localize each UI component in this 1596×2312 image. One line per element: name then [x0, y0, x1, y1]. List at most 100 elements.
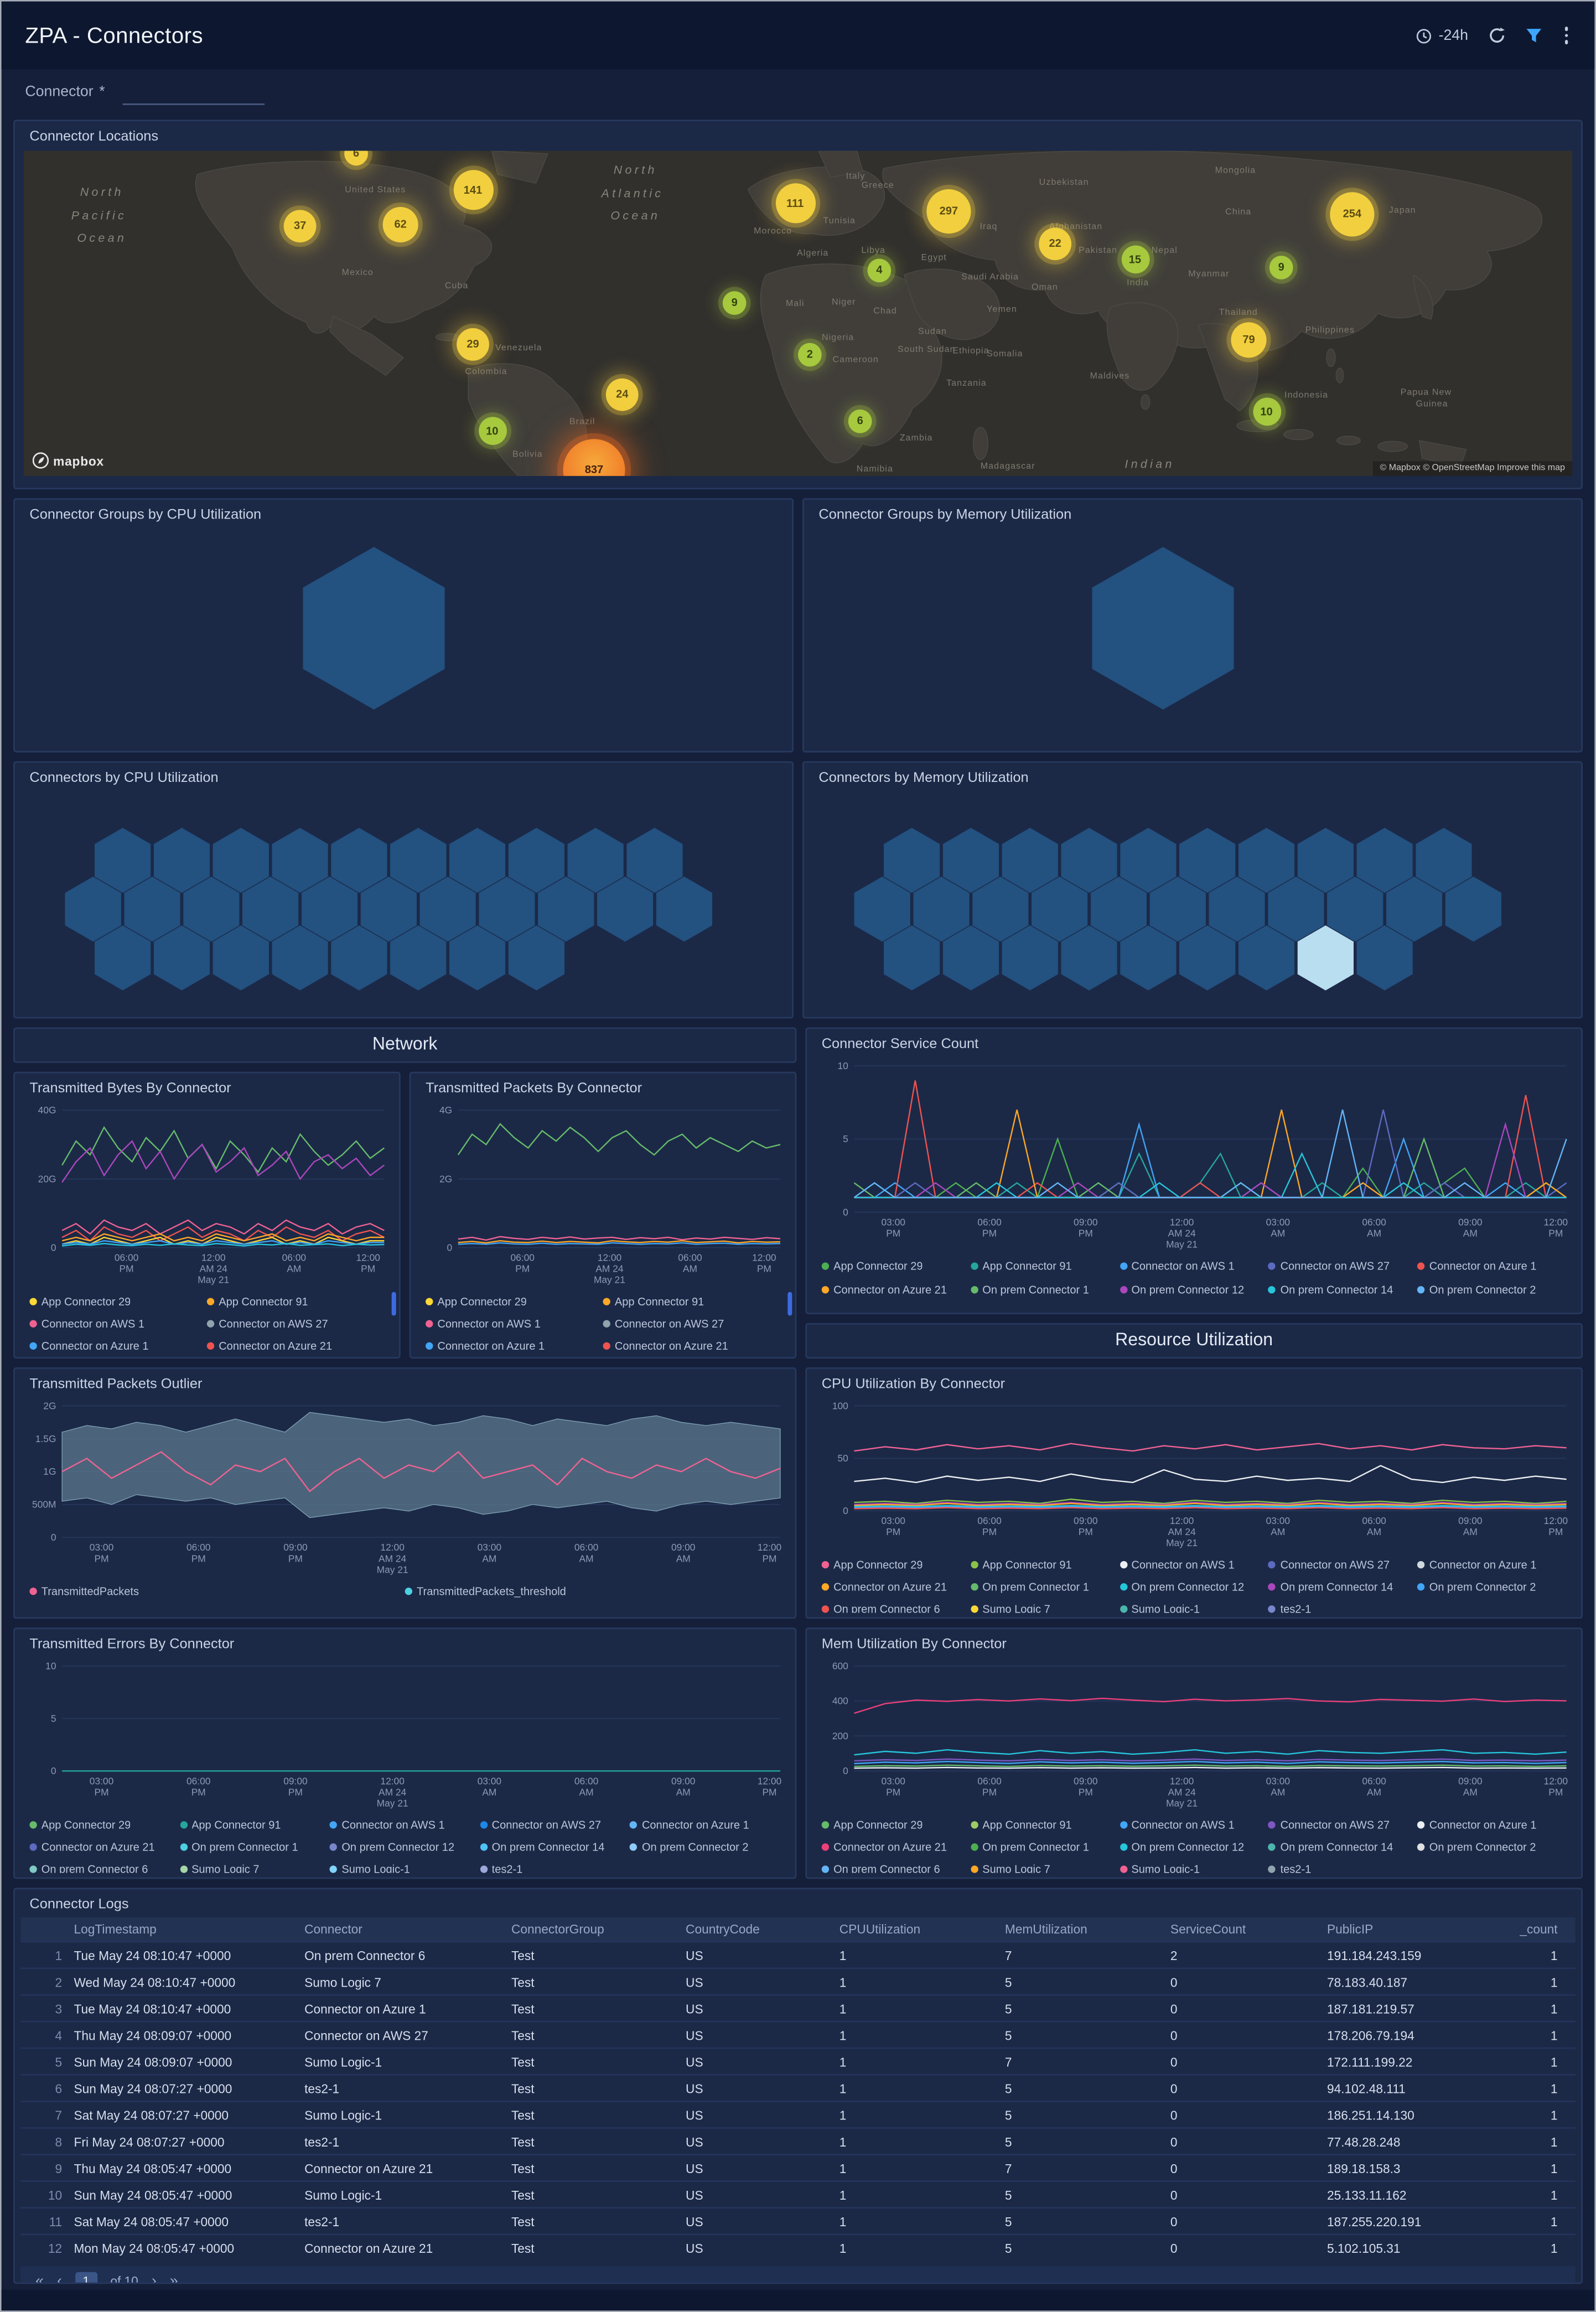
legend-item[interactable]: App Connector 91 — [603, 1290, 780, 1313]
column-header[interactable]: PublicIP — [1326, 1921, 1374, 1937]
table-row[interactable]: 10 Sun May 24 08:05:47 +0000 Sumo Logic-1 T… — [20, 2180, 1576, 2207]
map-cluster[interactable]: 24 — [605, 378, 639, 411]
legend-item[interactable]: Sumo Logic 7 — [970, 1858, 1120, 1873]
legend-item[interactable]: On prem Connector 2 — [1417, 1836, 1566, 1858]
map-cluster[interactable]: 6 — [848, 409, 872, 433]
legend-item[interactable]: tes2-1 — [1268, 1858, 1417, 1873]
legend-item[interactable]: tes2-1 — [1268, 1598, 1417, 1613]
legend-item[interactable]: Connector on Azure 1 — [29, 1335, 206, 1352]
map-cluster[interactable]: 79 — [1231, 322, 1267, 358]
map-cluster[interactable]: 297 — [926, 189, 971, 234]
legend-item[interactable]: Sumo Logic-1 — [1120, 1598, 1268, 1613]
legend-item[interactable]: Connector on AWS 27 — [1268, 1554, 1417, 1576]
legend-item[interactable]: App Connector 29 — [821, 1554, 971, 1576]
legend-item[interactable]: On prem Connector 6 — [821, 1858, 971, 1873]
legend-item[interactable]: Connector on AWS 27 — [603, 1313, 780, 1335]
hexbin-cell[interactable] — [1326, 877, 1383, 942]
map-cluster[interactable]: 837 — [563, 439, 625, 476]
legend-item[interactable]: Connector on Azure 21 — [821, 1836, 971, 1858]
chart-mem-utilization[interactable]: 0 200 400 600 03:00 PM 06:00 PM 09:00 PM 12:00 AM 2… — [807, 1654, 1581, 1811]
map-cluster[interactable]: 37 — [283, 210, 317, 243]
current-page[interactable]: 1 — [75, 2271, 97, 2283]
legend-item[interactable]: Connector on Azure 21 — [821, 1576, 971, 1598]
map-cluster[interactable]: 111 — [775, 182, 815, 223]
table-row[interactable]: 7 Sat May 24 08:07:27 +0000 Sumo Logic-1 Te… — [20, 2100, 1576, 2127]
chart-transmitted-errors[interactable]: 0 5 10 03:00 PM 06:00 PM 09:00 PM 12:00 AM 24 May 2… — [15, 1654, 795, 1811]
legend-item[interactable]: On prem Connector 12 — [329, 1836, 480, 1858]
legend-item[interactable]: App Connector 91 — [970, 1814, 1120, 1836]
column-header[interactable]: ServiceCount — [1170, 1921, 1246, 1937]
legend-item[interactable]: Sumo Logic-1 — [1120, 1858, 1268, 1873]
legend-item[interactable]: Connector on Azure 21 — [821, 1279, 971, 1301]
legend-item[interactable]: tes2-1 — [480, 1858, 630, 1873]
table-row[interactable]: 6 Sun May 24 08:07:27 +0000 tes2-1 Test US 1 5… — [20, 2073, 1576, 2101]
legend-item[interactable]: App Connector 91 — [206, 1290, 384, 1313]
legend-item[interactable]: TransmittedPackets — [29, 1580, 405, 1603]
mapbox-logo[interactable]: mapbox — [32, 452, 104, 469]
legend-scrollbar[interactable] — [787, 1292, 792, 1316]
next-page-button[interactable]: › — [151, 2273, 157, 2284]
legend-item[interactable]: On prem Connector 1 — [970, 1836, 1120, 1858]
kebab-menu-icon[interactable] — [1561, 24, 1571, 46]
legend-item[interactable]: Connector on AWS 27 — [480, 1814, 630, 1836]
legend-item[interactable]: App Connector 29 — [426, 1290, 603, 1313]
column-header[interactable]: ConnectorGroup — [511, 1921, 604, 1937]
column-header[interactable]: CPUUtilization — [839, 1921, 921, 1937]
hexbin-cell[interactable] — [1002, 925, 1058, 991]
map-attribution[interactable]: © Mapbox © OpenStreetMap Improve this ma… — [1372, 461, 1573, 476]
connector-filter-input[interactable] — [122, 79, 265, 105]
legend-item[interactable]: Connector on Azure 1 — [1417, 1255, 1566, 1277]
legend-item[interactable]: On prem Connector 6 — [821, 1598, 971, 1613]
legend-item[interactable]: App Connector 91 — [970, 1554, 1120, 1576]
legend-item[interactable]: On prem Connector 14 — [480, 1836, 630, 1858]
legend-item[interactable]: Connector on AWS 1 — [426, 1313, 603, 1335]
legend-scrollbar[interactable] — [391, 1292, 396, 1316]
table-row[interactable]: 12 Mon May 24 08:05:47 +0000 Connector on … — [20, 2233, 1576, 2260]
column-header[interactable]: LogTimestamp — [74, 1921, 157, 1937]
table-row[interactable]: 9 Thu May 24 08:05:47 +0000 Connector on A… — [20, 2154, 1576, 2180]
map-cluster[interactable]: 15 — [1121, 245, 1149, 273]
legend-item[interactable]: On prem Connector 2 — [1417, 1576, 1566, 1598]
legend-item[interactable]: On prem Connector 2 — [630, 1836, 780, 1858]
legend-item[interactable]: Connector on AWS 1 — [329, 1814, 480, 1836]
map-cluster[interactable]: 4 — [867, 258, 892, 283]
legend-item[interactable]: On prem Connector 14 — [1268, 1576, 1417, 1598]
legend-item[interactable]: On prem Connector 12 — [1120, 1576, 1268, 1598]
legend-item[interactable]: On prem Connector 14 — [1268, 1279, 1417, 1301]
table-row[interactable]: 1 Tue May 24 08:10:47 +0000 On prem Connec… — [20, 1941, 1576, 1967]
legend-item[interactable]: Sumo Logic 7 — [970, 1598, 1120, 1613]
first-page-button[interactable]: « — [35, 2273, 44, 2284]
legend-item[interactable]: On prem Connector 6 — [29, 1858, 179, 1873]
legend-item[interactable]: App Connector 91 — [179, 1814, 330, 1836]
column-header[interactable]: CountryCode — [686, 1921, 760, 1937]
table-row[interactable]: 3 Tue May 24 08:10:47 +0000 Connector on A… — [20, 1994, 1576, 2021]
prev-page-button[interactable]: ‹ — [56, 2273, 62, 2284]
chart-transmitted-packets[interactable]: 0 2G 4G 06:00 PM 12:00 AM 24 May 21 06:00 AM 12:00… — [411, 1098, 795, 1288]
legend-item[interactable]: Connector on AWS 27 — [1268, 1255, 1417, 1277]
legend-item[interactable]: On prem Connector 12 — [1120, 1279, 1268, 1301]
time-range-control[interactable]: -24h — [1417, 27, 1468, 44]
legend-item[interactable]: On prem Connector 1 — [970, 1576, 1120, 1598]
map-cluster[interactable]: 29 — [457, 328, 489, 361]
hexbin-cell[interactable] — [1445, 877, 1502, 942]
map-cluster[interactable]: 141 — [453, 169, 493, 209]
table-row[interactable]: 8 Fri May 24 08:07:27 +0000 tes2-1 Test US 1 5… — [20, 2127, 1576, 2154]
hexbin-cell[interactable] — [1238, 827, 1295, 893]
legend-item[interactable]: Connector on AWS 1 — [1120, 1255, 1268, 1277]
legend-item[interactable]: On prem Connector 14 — [1268, 1836, 1417, 1858]
legend-item[interactable]: Connector on Azure 1 — [426, 1335, 603, 1352]
column-header[interactable]: _count — [1520, 1921, 1558, 1937]
table-row[interactable]: 11 Sat May 24 08:05:47 +0000 tes2-1 Test US 1… — [20, 2207, 1576, 2233]
legend-item[interactable]: App Connector 29 — [29, 1290, 206, 1313]
legend-item[interactable]: Connector on AWS 27 — [1268, 1814, 1417, 1836]
legend-item[interactable]: Connector on AWS 1 — [29, 1313, 206, 1335]
refresh-icon[interactable] — [1488, 27, 1505, 44]
legend-item[interactable]: Connector on Azure 1 — [1417, 1814, 1566, 1836]
legend-item[interactable]: On prem Connector 12 — [1120, 1836, 1268, 1858]
legend-item[interactable]: On prem Connector 1 — [179, 1836, 330, 1858]
legend-item[interactable]: Connector on AWS 27 — [206, 1313, 384, 1335]
hexbin-cell[interactable] — [1092, 547, 1234, 710]
legend-item[interactable]: Connector on Azure 21 — [29, 1836, 179, 1858]
legend-item[interactable]: Connector on Azure 1 — [630, 1814, 780, 1836]
legend-item[interactable]: App Connector 91 — [970, 1255, 1120, 1277]
